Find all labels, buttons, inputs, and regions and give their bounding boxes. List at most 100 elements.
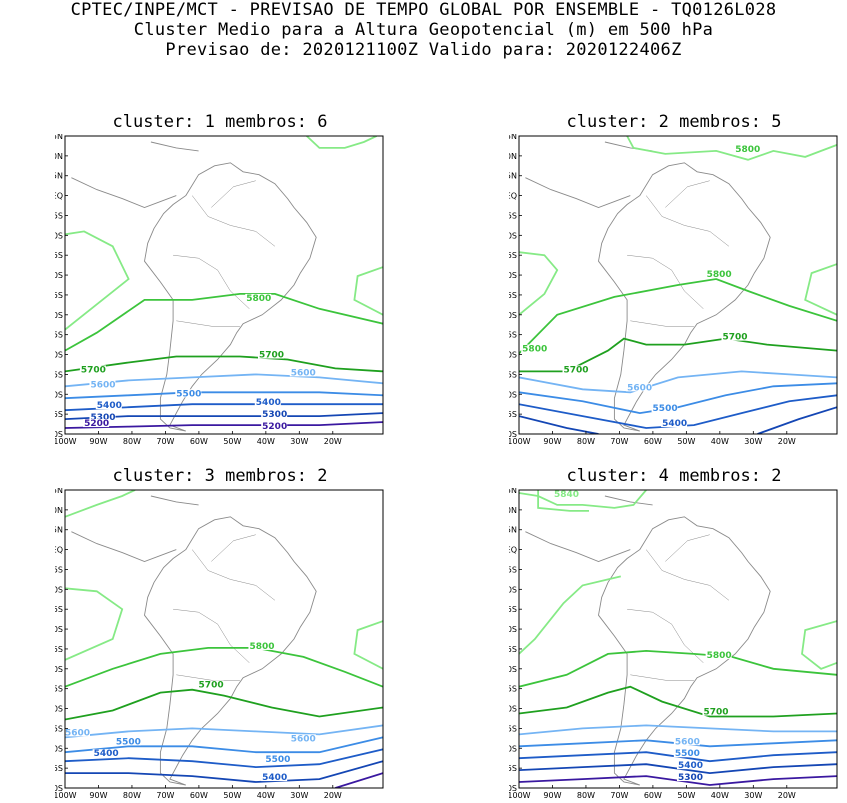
lat-tick-label: 30S [55, 311, 63, 320]
contour-line [306, 136, 377, 149]
south-america-coastline [598, 162, 771, 432]
lat-tick-label: 50S [55, 744, 63, 753]
contour-line [65, 391, 383, 400]
contour-label: 5300 [90, 413, 115, 423]
contour-label: 5600 [627, 383, 652, 393]
lat-tick-label: 45S [55, 370, 63, 379]
lon-tick-label: 30W [744, 437, 762, 446]
lat-tick-label: 5S [55, 211, 63, 220]
lon-tick-label: 20W [778, 437, 796, 446]
lat-tick-label: 45S [509, 724, 517, 733]
contour-line [65, 587, 124, 661]
central-america-coastline [525, 531, 631, 562]
lat-tick-label: 10S [509, 231, 517, 240]
caribbean-coastline [604, 495, 653, 506]
contour-line [519, 382, 837, 415]
lat-tick-label: 15S [509, 251, 517, 260]
lat-tick-label: 40S [55, 705, 63, 714]
lat-tick-label: 20S [55, 625, 63, 634]
lat-tick-label: 45S [509, 370, 517, 379]
map: 5800 5700 5600 5600 5500 5500 5400 5400 15N 10N 5N… [55, 488, 384, 800]
country-border [627, 608, 672, 625]
contour-line [65, 412, 383, 420]
contour-line [519, 251, 559, 316]
contour-line [65, 421, 383, 429]
country-border [646, 195, 730, 247]
country-border [665, 180, 710, 208]
map: 5840 5800 5700 5600 5500 5400 5300 15N 10N 5N EQ 5S… [509, 488, 838, 800]
contour-line [65, 724, 383, 739]
lon-tick-label: 20W [324, 437, 342, 446]
lat-tick-label: 5N [55, 172, 63, 181]
contour-label: 5500 [675, 749, 700, 759]
contour-line [519, 649, 837, 688]
contour-line [519, 575, 622, 655]
contour-line [353, 620, 383, 670]
lat-tick-label: 35S [55, 685, 63, 694]
lat-tick-label: 15N [509, 134, 517, 141]
lon-tick-label: 50W [677, 791, 695, 800]
contour-label: 5600 [291, 734, 316, 744]
header-line-2: Cluster Medio para a Altura Geopotencial… [133, 20, 714, 40]
contour-label: 5800 [707, 651, 732, 661]
lat-tick-label: 55S [55, 764, 63, 773]
map-frame [518, 135, 838, 435]
lon-tick-label: 70W [156, 791, 174, 800]
lat-tick-label: 5S [509, 565, 517, 574]
lat-tick-label: 55S [509, 410, 517, 419]
panel-cluster-1: cluster: 1 membros: 6 5800 5700 5700 5600 56… [55, 112, 385, 447]
lon-tick-label: 60W [644, 791, 662, 800]
contour-line [65, 490, 136, 518]
south-america-coastline [144, 162, 317, 432]
lon-tick-label: 20W [778, 791, 796, 800]
lat-tick-label: 10N [55, 506, 63, 515]
contour-label: 5700 [564, 365, 589, 375]
lat-tick-label: 15S [55, 605, 63, 614]
contour-label: 5800 [522, 345, 547, 355]
country-border [630, 674, 694, 681]
lat-tick-label: 50S [55, 390, 63, 399]
lat-tick-label: 10S [55, 585, 63, 594]
panel-cluster-2: cluster: 2 membros: 5 5800 5800 5700 5700 58… [509, 112, 839, 447]
contour-label: 5400 [662, 419, 687, 429]
lon-tick-label: 80W [577, 791, 595, 800]
lat-tick-label: 15S [55, 251, 63, 260]
map-content: 5800 5700 5600 5600 5500 5500 5400 5400 [65, 490, 383, 788]
country-border [646, 549, 730, 601]
lon-tick-label: 100W [509, 437, 531, 446]
contour-label: 5400 [256, 398, 281, 408]
map-frame [518, 489, 838, 789]
contour-line [519, 370, 837, 394]
header-line-3: Previsao de: 2020121100Z Valido para: 20… [165, 40, 682, 60]
country-border [176, 320, 240, 327]
lat-tick-label: 60S [509, 430, 517, 439]
lat-tick-label: 35S [509, 685, 517, 694]
contour-line [65, 760, 383, 783]
lat-tick-label: 60S [509, 784, 517, 793]
country-border [211, 534, 256, 562]
south-america-coastline [598, 516, 771, 786]
map-frame [64, 489, 384, 789]
lon-tick-label: 90W [543, 791, 561, 800]
lon-tick-label: 60W [190, 791, 208, 800]
lat-tick-label: EQ [509, 546, 517, 555]
contour-label: 5400 [262, 773, 287, 783]
contour-label: 5200 [262, 422, 287, 432]
lat-tick-label: 40S [509, 351, 517, 360]
contour-line [353, 266, 383, 316]
contour-label: 5840 [554, 490, 579, 500]
contour-line [537, 490, 589, 512]
lon-tick-label: 40W [711, 791, 729, 800]
lat-tick-label: 5N [55, 526, 63, 535]
country-border [671, 269, 704, 309]
lat-tick-label: 40S [55, 351, 63, 360]
lon-tick-label: 50W [677, 437, 695, 446]
contour-label: 5300 [262, 410, 287, 420]
lat-tick-label: 25S [55, 645, 63, 654]
figure-header: CPTEC/INPE/MCT - PREVISAO DE TEMPO GLOBA… [0, 0, 847, 60]
contour-line [65, 293, 383, 352]
lon-tick-label: 30W [744, 791, 762, 800]
central-america-coastline [71, 177, 177, 208]
contour-label: 5800 [249, 642, 274, 652]
lon-tick-label: 30W [290, 791, 308, 800]
